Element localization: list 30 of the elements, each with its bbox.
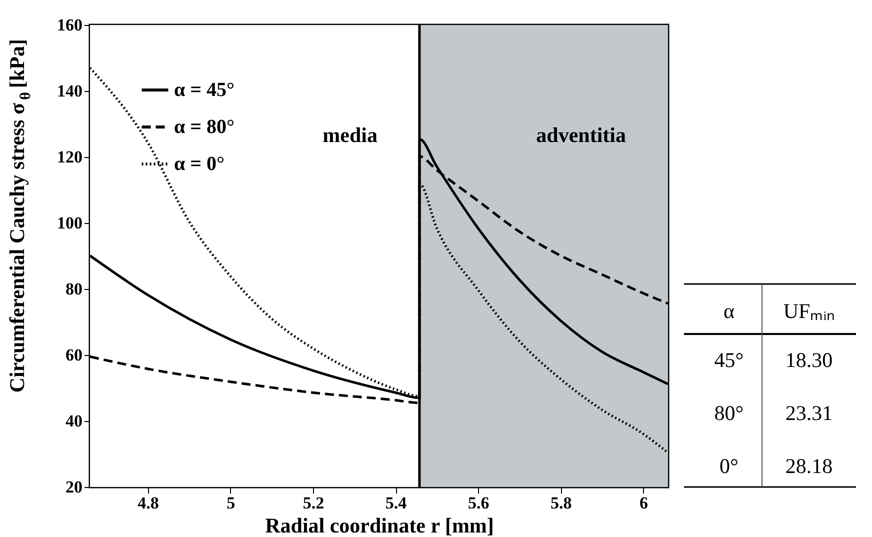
band-label: media [322, 123, 378, 147]
x-tick-label: 6 [639, 494, 648, 512]
x-tick-label: 5.4 [385, 494, 408, 512]
y-axis-title: Circumferential Cauchy stress σθ [kPa] [5, 39, 34, 393]
y-tick-label: 160 [57, 16, 82, 34]
y-tick-label: 80 [66, 280, 82, 298]
text: 28.18 [785, 454, 833, 478]
x-tick-label: 5 [226, 494, 236, 512]
y-tick-label: 40 [66, 412, 82, 430]
text: 23.31 [785, 401, 833, 425]
legend-label: α = 80° [174, 116, 235, 138]
x-tick-label: 4.8 [138, 494, 159, 512]
legend-label: α = 0° [174, 153, 225, 175]
x-axis-title: Radial coordinate r [mm] [265, 514, 494, 537]
x-tick-label: 5.6 [468, 494, 490, 512]
y-tick-label: 60 [66, 346, 82, 364]
text: 0° [720, 454, 738, 478]
y-tick-label: 140 [57, 82, 82, 100]
text: α [723, 299, 735, 323]
text: 18.30 [785, 348, 833, 372]
text: 45° [714, 348, 744, 372]
x-tick-label: 5.8 [550, 494, 572, 512]
y-tick-label: 120 [57, 148, 82, 166]
x-tick-label: 5.2 [302, 494, 324, 512]
y-tick-label: 20 [66, 478, 82, 496]
text: 80° [714, 401, 744, 425]
legend-label: α = 45° [174, 79, 235, 101]
text: UFₘᵢₙ [783, 299, 835, 323]
band-label: adventitia [536, 123, 626, 147]
y-tick-label: 100 [57, 214, 82, 232]
